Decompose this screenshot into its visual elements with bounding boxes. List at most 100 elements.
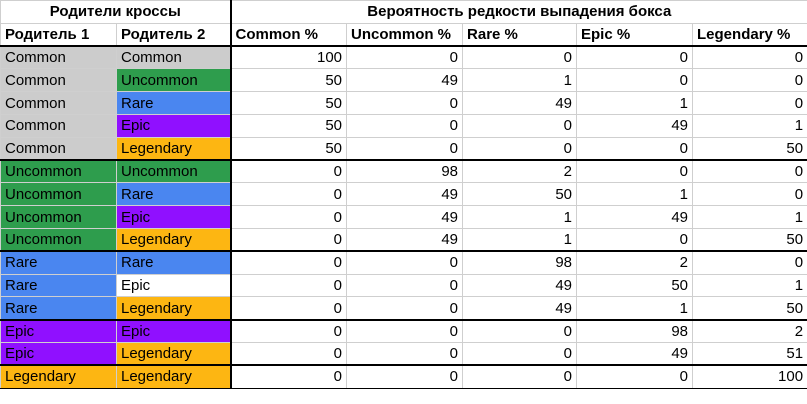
legendary-percent-cell[interactable]: 0 xyxy=(692,45,807,70)
uncommon-percent-cell[interactable]: 0 xyxy=(346,318,464,343)
epic-percent-cell[interactable]: 0 xyxy=(576,227,694,252)
rare-percent-cell[interactable]: 49 xyxy=(462,273,578,298)
uncommon-percent-cell[interactable]: 49 xyxy=(346,182,464,207)
common-percent-cell[interactable]: 0 xyxy=(229,318,348,343)
parent-2-cell[interactable]: Legendary xyxy=(115,296,232,321)
parent-1-cell[interactable]: Uncommon xyxy=(0,227,117,252)
rare-percent-cell[interactable]: 0 xyxy=(462,364,578,389)
parent-1-cell[interactable]: Rare xyxy=(0,250,117,275)
uncommon-percent-cell[interactable]: 0 xyxy=(346,364,464,389)
epic-percent-cell[interactable]: 49 xyxy=(576,341,694,366)
epic-percent-cell[interactable]: 49 xyxy=(576,113,694,138)
rare-percent-cell[interactable]: 1 xyxy=(462,205,578,229)
legendary-percent-cell[interactable]: 50 xyxy=(692,227,807,252)
legendary-percent-cell[interactable]: 0 xyxy=(692,250,807,275)
epic-percent-cell[interactable]: 1 xyxy=(576,91,694,115)
rare-percent-cell[interactable]: 0 xyxy=(462,341,578,366)
parent-1-cell[interactable]: Uncommon xyxy=(0,159,117,184)
parent-2-cell[interactable]: Legendary xyxy=(115,364,232,389)
legendary-percent-cell[interactable]: 0 xyxy=(692,91,807,115)
parent-1-cell[interactable]: Rare xyxy=(0,273,117,298)
parent-2-cell[interactable]: Rare xyxy=(115,91,232,115)
common-percent-cell[interactable]: 50 xyxy=(229,113,348,138)
legendary-percent-cell[interactable]: 51 xyxy=(692,341,807,366)
column-header-rare[interactable]: Rare % xyxy=(462,22,578,48)
parent-2-cell[interactable]: Epic xyxy=(115,205,232,229)
column-header-parent-1[interactable]: Родитель 1 xyxy=(0,22,117,48)
parent-2-cell[interactable]: Rare xyxy=(115,250,232,275)
common-percent-cell[interactable]: 0 xyxy=(229,364,348,389)
common-percent-cell[interactable]: 50 xyxy=(229,136,348,161)
legendary-percent-cell[interactable]: 0 xyxy=(692,159,807,184)
legendary-percent-cell[interactable]: 50 xyxy=(692,296,807,321)
parent-1-cell[interactable]: Common xyxy=(0,136,117,161)
rare-percent-cell[interactable]: 98 xyxy=(462,250,578,275)
common-percent-cell[interactable]: 0 xyxy=(229,296,348,321)
parent-1-cell[interactable]: Common xyxy=(0,113,117,138)
epic-percent-cell[interactable]: 0 xyxy=(576,68,694,93)
parent-2-cell[interactable]: Legendary xyxy=(115,136,232,161)
column-header-legendary[interactable]: Legendary % xyxy=(692,22,807,48)
legendary-percent-cell[interactable]: 1 xyxy=(692,113,807,138)
legendary-percent-cell[interactable]: 0 xyxy=(692,68,807,93)
epic-percent-cell[interactable]: 49 xyxy=(576,205,694,229)
parent-2-cell[interactable]: Legendary xyxy=(115,341,232,366)
common-percent-cell[interactable]: 0 xyxy=(229,227,348,252)
rare-percent-cell[interactable]: 50 xyxy=(462,182,578,207)
rare-percent-cell[interactable]: 0 xyxy=(462,113,578,138)
common-percent-cell[interactable]: 0 xyxy=(229,341,348,366)
parent-2-cell[interactable]: Epic xyxy=(115,113,232,138)
epic-percent-cell[interactable]: 1 xyxy=(576,182,694,207)
legendary-percent-cell[interactable]: 0 xyxy=(692,182,807,207)
uncommon-percent-cell[interactable]: 49 xyxy=(346,68,464,93)
parent-1-cell[interactable]: Common xyxy=(0,68,117,93)
legendary-percent-cell[interactable]: 100 xyxy=(692,364,807,389)
epic-percent-cell[interactable]: 2 xyxy=(576,250,694,275)
parent-1-cell[interactable]: Rare xyxy=(0,296,117,321)
rare-percent-cell[interactable]: 0 xyxy=(462,45,578,70)
probability-group-header[interactable]: Вероятность редкости выпадения бокса xyxy=(229,0,807,24)
uncommon-percent-cell[interactable]: 98 xyxy=(346,159,464,184)
epic-percent-cell[interactable]: 0 xyxy=(576,159,694,184)
parent-1-cell[interactable]: Uncommon xyxy=(0,205,117,229)
parent-2-cell[interactable]: Uncommon xyxy=(115,68,232,93)
parent-2-cell[interactable]: Uncommon xyxy=(115,159,232,184)
common-percent-cell[interactable]: 50 xyxy=(229,68,348,93)
common-percent-cell[interactable]: 0 xyxy=(229,205,348,229)
common-percent-cell[interactable]: 0 xyxy=(229,159,348,184)
legendary-percent-cell[interactable]: 50 xyxy=(692,136,807,161)
legendary-percent-cell[interactable]: 1 xyxy=(692,273,807,298)
parent-2-cell[interactable]: Epic xyxy=(115,273,232,298)
epic-percent-cell[interactable]: 0 xyxy=(576,136,694,161)
epic-percent-cell[interactable]: 0 xyxy=(576,364,694,389)
common-percent-cell[interactable]: 0 xyxy=(229,273,348,298)
uncommon-percent-cell[interactable]: 0 xyxy=(346,341,464,366)
rare-percent-cell[interactable]: 1 xyxy=(462,68,578,93)
parent-1-cell[interactable]: Uncommon xyxy=(0,182,117,207)
parents-group-header[interactable]: Родители кроссы xyxy=(0,0,232,24)
column-header-common[interactable]: Common % xyxy=(229,22,348,48)
parent-1-cell[interactable]: Common xyxy=(0,91,117,115)
rare-percent-cell[interactable]: 49 xyxy=(462,91,578,115)
legendary-percent-cell[interactable]: 1 xyxy=(692,205,807,229)
parent-2-cell[interactable]: Legendary xyxy=(115,227,232,252)
common-percent-cell[interactable]: 100 xyxy=(229,45,348,70)
common-percent-cell[interactable]: 0 xyxy=(229,182,348,207)
parent-1-cell[interactable]: Epic xyxy=(0,341,117,366)
rare-percent-cell[interactable]: 0 xyxy=(462,136,578,161)
epic-percent-cell[interactable]: 1 xyxy=(576,296,694,321)
epic-percent-cell[interactable]: 50 xyxy=(576,273,694,298)
parent-2-cell[interactable]: Common xyxy=(115,45,232,70)
rare-percent-cell[interactable]: 49 xyxy=(462,296,578,321)
uncommon-percent-cell[interactable]: 0 xyxy=(346,45,464,70)
common-percent-cell[interactable]: 0 xyxy=(229,250,348,275)
parent-1-cell[interactable]: Legendary xyxy=(0,364,117,389)
legendary-percent-cell[interactable]: 2 xyxy=(692,318,807,343)
parent-2-cell[interactable]: Rare xyxy=(115,182,232,207)
rare-percent-cell[interactable]: 0 xyxy=(462,318,578,343)
uncommon-percent-cell[interactable]: 0 xyxy=(346,273,464,298)
column-header-uncommon[interactable]: Uncommon % xyxy=(346,22,464,48)
rare-percent-cell[interactable]: 2 xyxy=(462,159,578,184)
uncommon-percent-cell[interactable]: 0 xyxy=(346,91,464,115)
epic-percent-cell[interactable]: 0 xyxy=(576,45,694,70)
